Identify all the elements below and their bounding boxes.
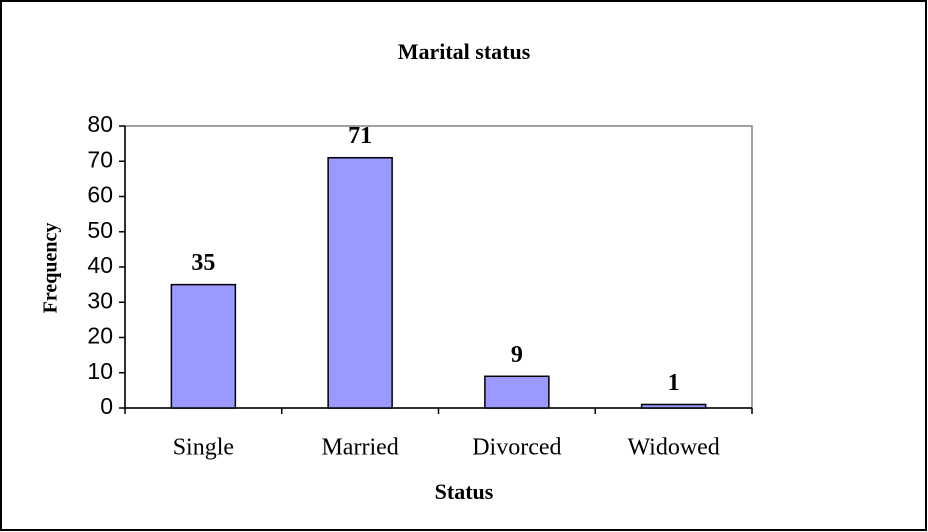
- y-tick-label: 0: [100, 393, 113, 419]
- x-tick-label: Widowed: [627, 435, 719, 461]
- y-tick-label: 70: [87, 146, 113, 172]
- bar: [484, 375, 550, 409]
- data-label: 1: [668, 370, 680, 396]
- data-label: 9: [511, 342, 523, 368]
- y-tick-label: 40: [87, 252, 113, 278]
- y-tick-label: 50: [87, 217, 113, 243]
- x-tick-label: Single: [173, 435, 234, 461]
- y-tick-label: 80: [87, 111, 113, 137]
- y-tick-label: 30: [87, 287, 113, 313]
- bar: [640, 403, 707, 409]
- y-axis-label: Frequency: [40, 223, 62, 314]
- data-label: 35: [191, 250, 215, 276]
- x-tick-label: Divorced: [472, 435, 561, 461]
- bar: [170, 283, 237, 409]
- chart-title: Marital status: [398, 39, 531, 64]
- y-tick-label: 60: [87, 182, 113, 208]
- bar: [327, 156, 393, 409]
- x-axis-label: Status: [435, 479, 494, 504]
- data-label: 71: [348, 123, 372, 149]
- x-tick-label: Married: [321, 435, 398, 461]
- y-tick-label: 20: [87, 323, 113, 349]
- y-tick-label: 10: [87, 358, 113, 384]
